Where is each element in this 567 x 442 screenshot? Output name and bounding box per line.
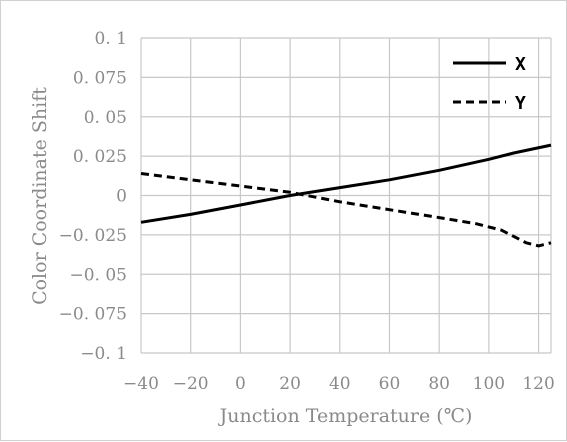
x-tick-label: 100 <box>473 374 505 394</box>
x-tick-label: −40 <box>123 374 159 394</box>
y-tick-label: −0. 025 <box>59 226 127 246</box>
x-tick-label: 40 <box>329 374 351 394</box>
y-tick-label: −0. 1 <box>80 344 127 364</box>
x-tick-label: 80 <box>428 374 450 394</box>
y-axis-ticks: 0. 1 0. 075 0. 05 0. 025 0 −0. 025 −0. 05 −0. 0… <box>59 29 127 364</box>
series-line-x <box>140 143 552 224</box>
x-axis-ticks: −40 −20 0 20 40 60 80 100 120 <box>123 374 555 394</box>
legend: X Y <box>453 54 526 114</box>
y-tick-label: 0 <box>116 187 127 207</box>
x-tick-label: −20 <box>173 374 209 394</box>
x-tick-label: 20 <box>279 374 301 394</box>
legend-label-x: X <box>515 54 526 75</box>
series-layer <box>140 143 552 248</box>
y-tick-label: 0. 075 <box>73 68 127 88</box>
x-tick-label: 60 <box>379 374 401 394</box>
series-line-y <box>140 172 552 248</box>
y-tick-label: 0. 025 <box>73 147 127 167</box>
x-tick-label: 120 <box>522 374 554 394</box>
y-tick-label: −0. 05 <box>70 265 128 285</box>
grid-lines <box>140 37 552 354</box>
y-tick-label: 0. 1 <box>95 29 127 49</box>
x-axis-title: Junction Temperature (℃) <box>218 405 473 427</box>
y-axis-title: Color Coordinate Shift <box>29 87 51 305</box>
x-tick-label: 0 <box>235 374 246 394</box>
y-tick-label: −0. 075 <box>59 305 127 325</box>
y-tick-label: 0. 05 <box>84 108 127 128</box>
legend-label-y: Y <box>515 93 526 114</box>
